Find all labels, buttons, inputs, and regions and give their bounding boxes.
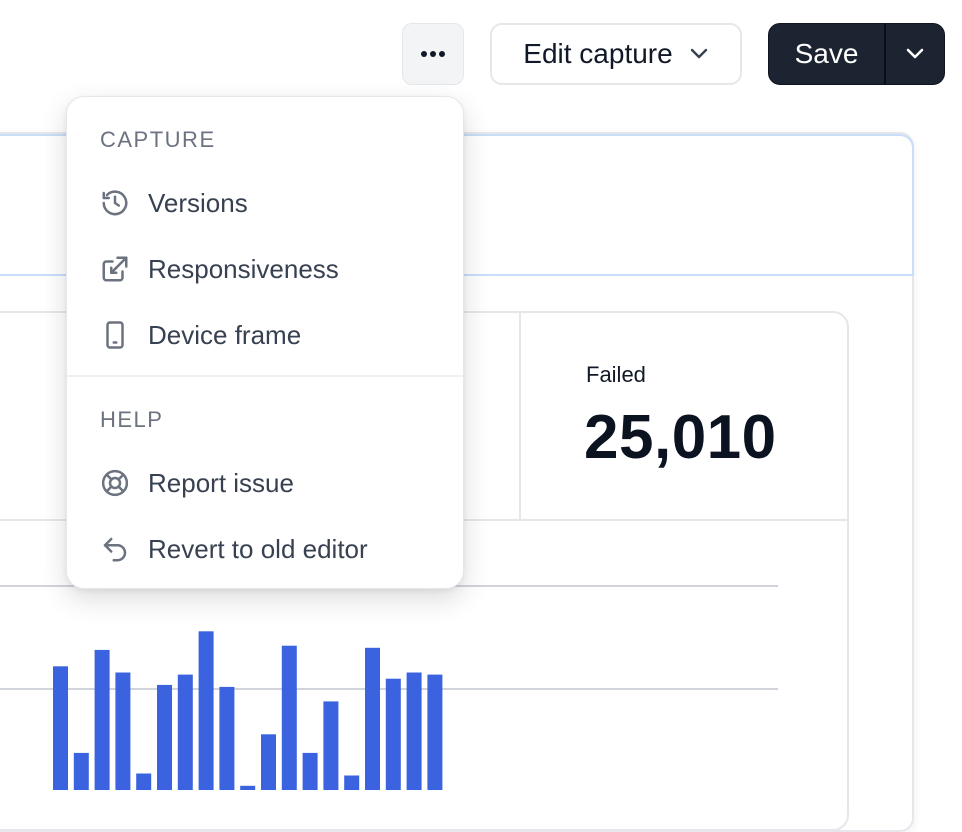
menu-separator xyxy=(67,375,463,377)
edit-capture-button[interactable]: Edit capture xyxy=(490,23,742,85)
menu-item-responsiveness[interactable]: Responsiveness xyxy=(67,241,463,297)
chart-bar xyxy=(323,701,339,790)
stat-divider-vertical xyxy=(519,312,521,520)
save-divider xyxy=(884,24,886,84)
save-button[interactable]: Save xyxy=(794,38,859,69)
chart-bar xyxy=(136,773,152,790)
menu-item-label: Device frame xyxy=(148,319,302,350)
menu-section-capture: CAPTURE xyxy=(100,127,216,152)
chart-bar xyxy=(385,678,401,790)
edit-capture-label: Edit capture xyxy=(523,38,673,69)
ellipsis-icon xyxy=(421,51,445,57)
menu-item-label: Revert to old editor xyxy=(148,533,368,564)
more-options-menu: CAPTURE Versions Responsiveness xyxy=(66,96,464,589)
menu-item-revert-old-editor[interactable]: Revert to old editor xyxy=(67,521,463,577)
chart-bar xyxy=(94,649,110,790)
chart-bar xyxy=(115,672,131,790)
menu-item-label: Versions xyxy=(148,187,248,218)
history-icon xyxy=(102,190,128,216)
chart-bar xyxy=(365,647,380,790)
chart-bar xyxy=(73,752,89,790)
undo-arrow-icon xyxy=(103,537,127,562)
menu-item-label: Responsiveness xyxy=(148,253,339,284)
chevron-down-icon xyxy=(690,48,707,59)
menu-section-help: HELP xyxy=(100,407,164,432)
chart-bar xyxy=(281,645,297,790)
chart-bar xyxy=(302,752,318,790)
save-button-group: Save xyxy=(768,23,945,85)
chart-bar xyxy=(157,684,172,790)
failed-stat-label: Failed xyxy=(586,362,646,387)
chart-bar xyxy=(427,674,443,790)
chart-bar xyxy=(53,666,68,790)
save-options-button[interactable] xyxy=(886,24,944,84)
chart-bar xyxy=(240,785,256,790)
menu-item-device-frame[interactable]: Device frame xyxy=(67,307,463,363)
lifebuoy-icon xyxy=(101,469,129,497)
mobile-device-icon xyxy=(106,321,124,349)
bar-chart xyxy=(0,585,778,790)
more-options-button[interactable] xyxy=(402,23,464,85)
external-link-icon xyxy=(102,256,128,282)
chart-bar xyxy=(198,631,214,790)
chevron-down-icon xyxy=(906,48,924,59)
chart-bar xyxy=(177,674,193,790)
menu-item-report-issue[interactable]: Report issue xyxy=(67,455,463,511)
chart-bar xyxy=(261,734,276,790)
menu-item-label: Report issue xyxy=(148,467,294,498)
chart-bar xyxy=(406,672,422,790)
menu-item-versions[interactable]: Versions xyxy=(67,175,463,231)
chart-bar xyxy=(219,686,235,790)
chart-bar xyxy=(344,775,360,790)
failed-stat-value: 25,010 xyxy=(584,403,777,472)
